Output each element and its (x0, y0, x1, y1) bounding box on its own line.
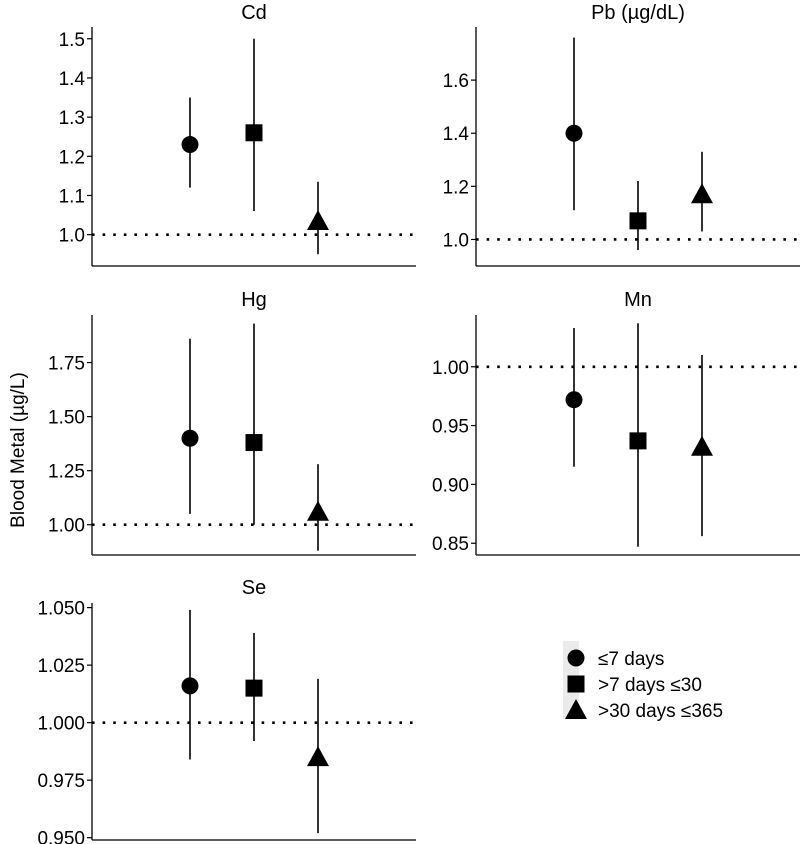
y-tick-label: 1.5 (59, 30, 85, 51)
data-point-triangle (307, 500, 329, 521)
y-tick-label: 1.000 (37, 714, 85, 735)
data-point-square (629, 432, 647, 450)
y-tick-label: 0.975 (37, 771, 85, 792)
data-point-triangle (691, 435, 713, 456)
y-tick-label: 1.25 (48, 462, 85, 483)
panel-4: Se 0.950 0.975 1.000 1.025 1.050 (37, 577, 416, 844)
y-tick-label: 1.050 (37, 599, 85, 620)
data-point-square (245, 679, 263, 697)
data-point-triangle (307, 746, 329, 767)
panel-title: Cd (241, 2, 267, 24)
y-tick-label: 0.90 (432, 475, 469, 496)
y-tick-label: 1.3 (59, 108, 85, 129)
data-point-square (629, 212, 647, 230)
data-point-square (245, 434, 263, 452)
legend-marker-triangle (565, 699, 587, 719)
data-point-circle (565, 124, 583, 142)
panel-0: Cd 1.0 1.1 1.2 1.3 1.4 1.5 (59, 2, 416, 267)
y-tick-label: 1.00 (48, 516, 85, 537)
panel-title: Mn (624, 289, 652, 311)
data-point-triangle (307, 209, 329, 230)
panel-1: Pb (µg/dL) 1.0 1.2 1.4 1.6 (443, 2, 800, 267)
data-point-circle (565, 391, 583, 409)
y-tick-label: 1.2 (443, 177, 469, 198)
legend: ≤7 days >7 days ≤30 >30 days ≤365 (563, 641, 723, 722)
panel-title: Pb (µg/dL) (591, 2, 685, 24)
y-tick-label: 1.025 (37, 656, 85, 677)
data-point-square (245, 124, 263, 142)
data-point-circle (181, 677, 199, 695)
y-tick-label: 0.95 (432, 417, 469, 438)
legend-label: >30 days ≤365 (598, 701, 723, 722)
y-tick-label: 0.950 (37, 829, 85, 844)
y-tick-label: 1.75 (48, 354, 85, 375)
panel-title: Hg (241, 289, 267, 311)
legend-label: >7 days ≤30 (598, 675, 702, 696)
y-tick-label: 1.0 (59, 226, 85, 247)
legend-marker-circle (567, 649, 585, 667)
data-point-triangle (691, 183, 713, 204)
y-tick-label: 1.0 (443, 230, 469, 251)
legend-marker-square (567, 675, 585, 693)
panel-title: Se (242, 577, 266, 599)
y-tick-label: 0.85 (432, 534, 469, 555)
y-tick-label: 1.1 (59, 186, 85, 207)
y-axis-label: Blood Metal (µg/L) (8, 372, 29, 528)
y-tick-label: 1.4 (59, 69, 86, 90)
y-tick-label: 1.00 (432, 358, 469, 379)
y-tick-label: 1.2 (59, 147, 85, 168)
y-tick-label: 1.4 (443, 124, 470, 145)
data-point-circle (181, 136, 199, 154)
panel-2: Hg 1.00 1.25 1.50 1.75 (48, 289, 416, 556)
panels: Cd 1.0 1.1 1.2 1.3 1.4 1.5 Pb (µg/dL) 1.0 1.2 1.4 1… (37, 2, 800, 844)
data-point-circle (181, 429, 199, 447)
legend-label: ≤7 days (598, 649, 664, 670)
panel-3: Mn 0.85 0.90 0.95 1.00 (432, 289, 800, 556)
y-tick-label: 1.6 (443, 71, 469, 92)
y-tick-label: 1.50 (48, 408, 85, 429)
